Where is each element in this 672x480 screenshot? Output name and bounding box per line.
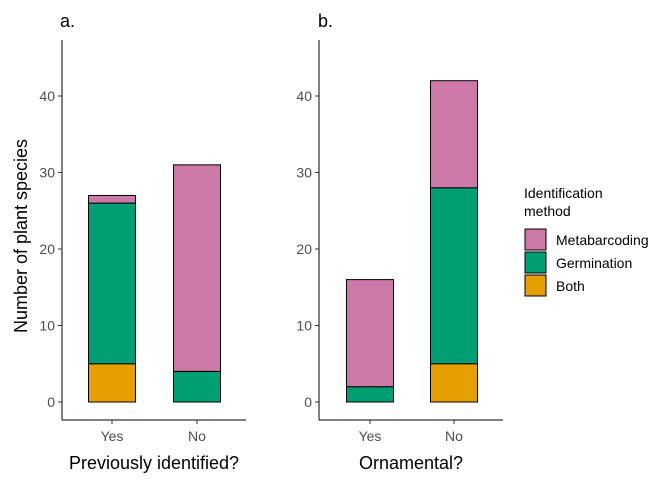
legend-label-metabarcoding: Metabarcoding [556,232,649,248]
panel-a-bar-no-metabarcoding [173,164,221,372]
panel-b-bar-no-germination [430,187,478,365]
legend-items: Metabarcoding Germination Both [524,228,649,297]
y-axis-title: Number of plant species [11,139,31,333]
panel-b-bar-yes-germination [346,386,394,403]
panel-a-bars [88,164,221,403]
panel-a-x-tick-label: Yes [101,428,124,444]
panel-b-y-tick-label: 30 [296,165,312,181]
panel-b-y-tick-label: 40 [296,88,312,104]
panel-a-bar-no-germination [173,370,221,403]
panel-b-bar-yes-metabarcoding [346,279,394,388]
panel-b-x-axis-title: Ornamental? [359,453,463,473]
panel-a-bar-yes-germination [88,202,136,365]
panel-a-y-tick-label: 30 [39,165,55,181]
legend-title-line2: method [524,203,571,219]
panel-b-y-tick-label: 20 [296,241,312,257]
legend-key-both [524,274,547,297]
panel-b-bar-no-metabarcoding [430,80,478,189]
legend-title-line1: Identification [524,185,603,201]
panel-a-axes: 0 10 20 30 40 Yes No [39,40,246,444]
panel-b-bars [346,80,478,403]
legend-label-both: Both [556,278,585,294]
panel-b-x-tick-label: No [445,428,463,444]
panel-a-x-tick-label: No [188,428,206,444]
panel-a-bar-yes-both [88,363,136,403]
panel-b: b. Ornamental? 0 10 20 30 40 Yes No [296,11,503,473]
panel-a: a. Number of plant species Previously id… [11,11,246,473]
panel-a-y-tick-label: 40 [39,88,55,104]
legend-key-germination [524,251,547,274]
panel-a-label: a. [60,11,75,31]
legend: Identification method Metabarcoding Germi… [524,185,649,297]
panel-b-label: b. [318,11,333,31]
panel-b-axes: 0 10 20 30 40 Yes No [296,40,503,444]
panel-a-y-tick-label: 0 [47,394,55,410]
panel-b-x-tick-label: Yes [359,428,382,444]
panel-a-y-tick-label: 20 [39,241,55,257]
legend-key-metabarcoding [524,228,547,251]
panel-b-y-tick-label: 0 [304,394,312,410]
panel-b-y-tick-label: 10 [296,318,312,334]
panel-a-x-axis-title: Previously identified? [69,453,239,473]
legend-label-germination: Germination [556,255,632,271]
panel-a-bar-yes-metabarcoding [88,194,136,204]
panel-a-y-tick-label: 10 [39,318,55,334]
panel-b-bar-no-both [430,363,478,403]
